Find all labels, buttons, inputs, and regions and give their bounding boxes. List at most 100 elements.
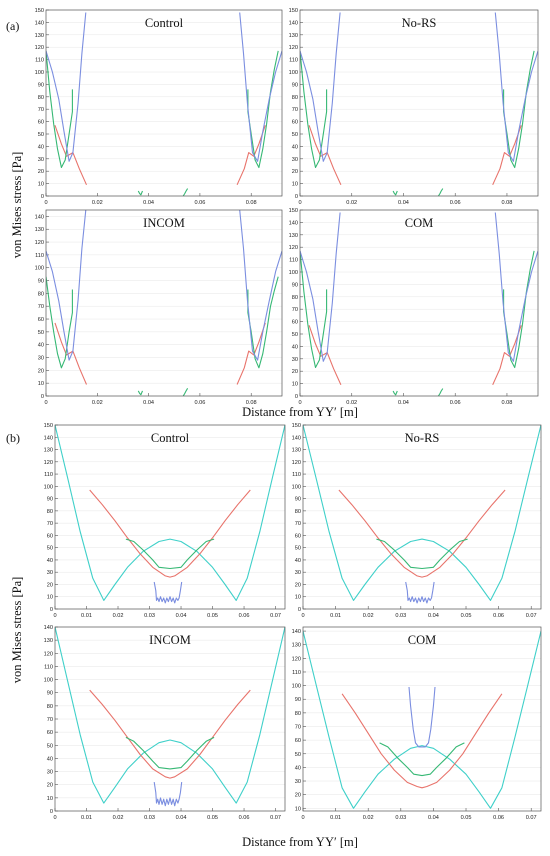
y-tick-label: 140	[292, 629, 301, 635]
x-tick-label: 0.03	[395, 613, 406, 619]
y-tick-label: 130	[44, 448, 53, 454]
series-group	[46, 210, 282, 396]
series-line-blue	[300, 212, 341, 362]
series-line-green	[392, 190, 398, 196]
y-tick-label: 110	[35, 253, 44, 259]
series-line-green	[125, 736, 215, 770]
series-line-red	[308, 125, 342, 186]
x-tick-label: 0.08	[502, 200, 513, 206]
series-line-green	[379, 742, 465, 777]
y-tick-label: 10	[292, 382, 298, 388]
plot-frame	[54, 626, 286, 812]
x-tick-label: 0.07	[526, 613, 537, 619]
x-tick-label: 0.02	[363, 613, 374, 619]
series-line-red	[54, 322, 88, 385]
series-line-green	[137, 190, 144, 196]
y-tick-label: 60	[292, 120, 298, 126]
y-tick-label: 130	[292, 448, 301, 454]
part-a-tag: (a)	[6, 19, 19, 33]
y-tick-label: 10	[47, 796, 53, 802]
y-tick-label: 70	[38, 304, 44, 310]
y-tick-label: 100	[35, 266, 44, 272]
series-line-green	[376, 538, 468, 570]
series-line-red	[89, 689, 251, 779]
x-tick-label: 0.01	[81, 815, 92, 821]
x-tick-label: 0.03	[395, 815, 406, 821]
y-tick-label: 80	[295, 509, 301, 515]
y-tick-label: 30	[295, 779, 301, 785]
y-tick-label: 0	[50, 607, 53, 613]
series-line-green	[300, 250, 328, 369]
panel-title: No-RS	[405, 431, 440, 445]
y-tick-label: 60	[292, 320, 298, 326]
x-tick-label: 0.04	[176, 815, 187, 821]
y-tick-label: 40	[38, 343, 44, 349]
y-tick-label: 90	[295, 497, 301, 503]
y-tick-label: 140	[292, 435, 301, 441]
y-tick-label: 90	[38, 279, 44, 285]
series-line-blue	[405, 581, 435, 604]
y-tick-label: 0	[41, 394, 44, 400]
x-tick-label: 0.08	[246, 200, 257, 206]
y-tick-label: 50	[47, 546, 53, 552]
y-tick-label: 120	[35, 45, 44, 51]
plot-frame	[302, 626, 542, 812]
x-tick-label: 0	[301, 613, 304, 619]
plot-area	[303, 425, 541, 609]
y-tick-label: 150	[289, 8, 298, 14]
y-tick-label: 110	[289, 258, 298, 264]
y-tick-label: 0	[41, 194, 44, 200]
y-tick-label: 20	[292, 169, 298, 175]
y-tick-label: 140	[35, 20, 44, 26]
x-tick-label: 0.06	[239, 815, 250, 821]
y-tick-label: 0	[295, 194, 298, 200]
plot-frame	[54, 424, 286, 610]
y-tick-label: 120	[44, 651, 53, 657]
series-line-green	[125, 538, 215, 570]
y-tick-label: 30	[47, 570, 53, 576]
x-tick-label: 0.04	[398, 200, 409, 206]
series-group	[303, 630, 541, 809]
x-tick-label: 0.02	[113, 815, 124, 821]
x-tick-label: 0.06	[194, 200, 205, 206]
y-tick-label: 100	[292, 684, 301, 690]
y-tick-label: 150	[289, 208, 298, 214]
series-line-red	[54, 125, 88, 186]
y-tick-label: 100	[35, 70, 44, 76]
y-tick-label: 50	[292, 132, 298, 138]
y-tick-label: 30	[38, 356, 44, 362]
y-tick-label: 20	[295, 582, 301, 588]
x-tick-label: 0.06	[493, 815, 504, 821]
y-tick-label: 50	[295, 546, 301, 552]
x-tick-label: 0	[53, 613, 56, 619]
y-tick-label: 10	[38, 182, 44, 188]
series-line-blue	[239, 210, 282, 361]
y-tick-label: 50	[292, 332, 298, 338]
y-tick-label: 150	[292, 423, 301, 429]
x-tick-label: 0.02	[113, 613, 124, 619]
y-tick-label: 90	[38, 82, 44, 88]
y-tick-label: 50	[38, 132, 44, 138]
y-tick-label: 20	[47, 582, 53, 588]
ylabel-b: von Mises stress [Pa]	[10, 577, 24, 684]
series-group	[303, 425, 541, 604]
panel-title: COM	[405, 216, 433, 230]
series-group	[300, 12, 538, 196]
x-tick-label: 0.07	[270, 815, 281, 821]
series-line-red	[492, 325, 522, 386]
series-line-green	[46, 50, 73, 169]
y-tick-label: 150	[44, 423, 53, 429]
panel-title: INCOM	[143, 216, 185, 230]
y-tick-label: 70	[38, 107, 44, 113]
x-tick-label: 0.05	[461, 815, 472, 821]
series-line-green	[46, 276, 73, 369]
y-tick-label: 40	[47, 558, 53, 564]
chart-panel-6: 0 10 20 30 40 50 60 70 80 90 100 110 120 130 140 150 0 0.…	[292, 423, 542, 619]
y-tick-label: 130	[35, 227, 44, 233]
y-tick-label: 100	[289, 270, 298, 276]
chart-panel-3: 0 10 20 30 40 50 60 70 80 90 100 110 120 130 140 0 0.02 0…	[35, 209, 283, 406]
y-tick-label: 130	[289, 233, 298, 239]
y-tick-label: 120	[289, 45, 298, 51]
x-tick-label: 0.07	[526, 815, 537, 821]
series-group	[46, 12, 282, 196]
